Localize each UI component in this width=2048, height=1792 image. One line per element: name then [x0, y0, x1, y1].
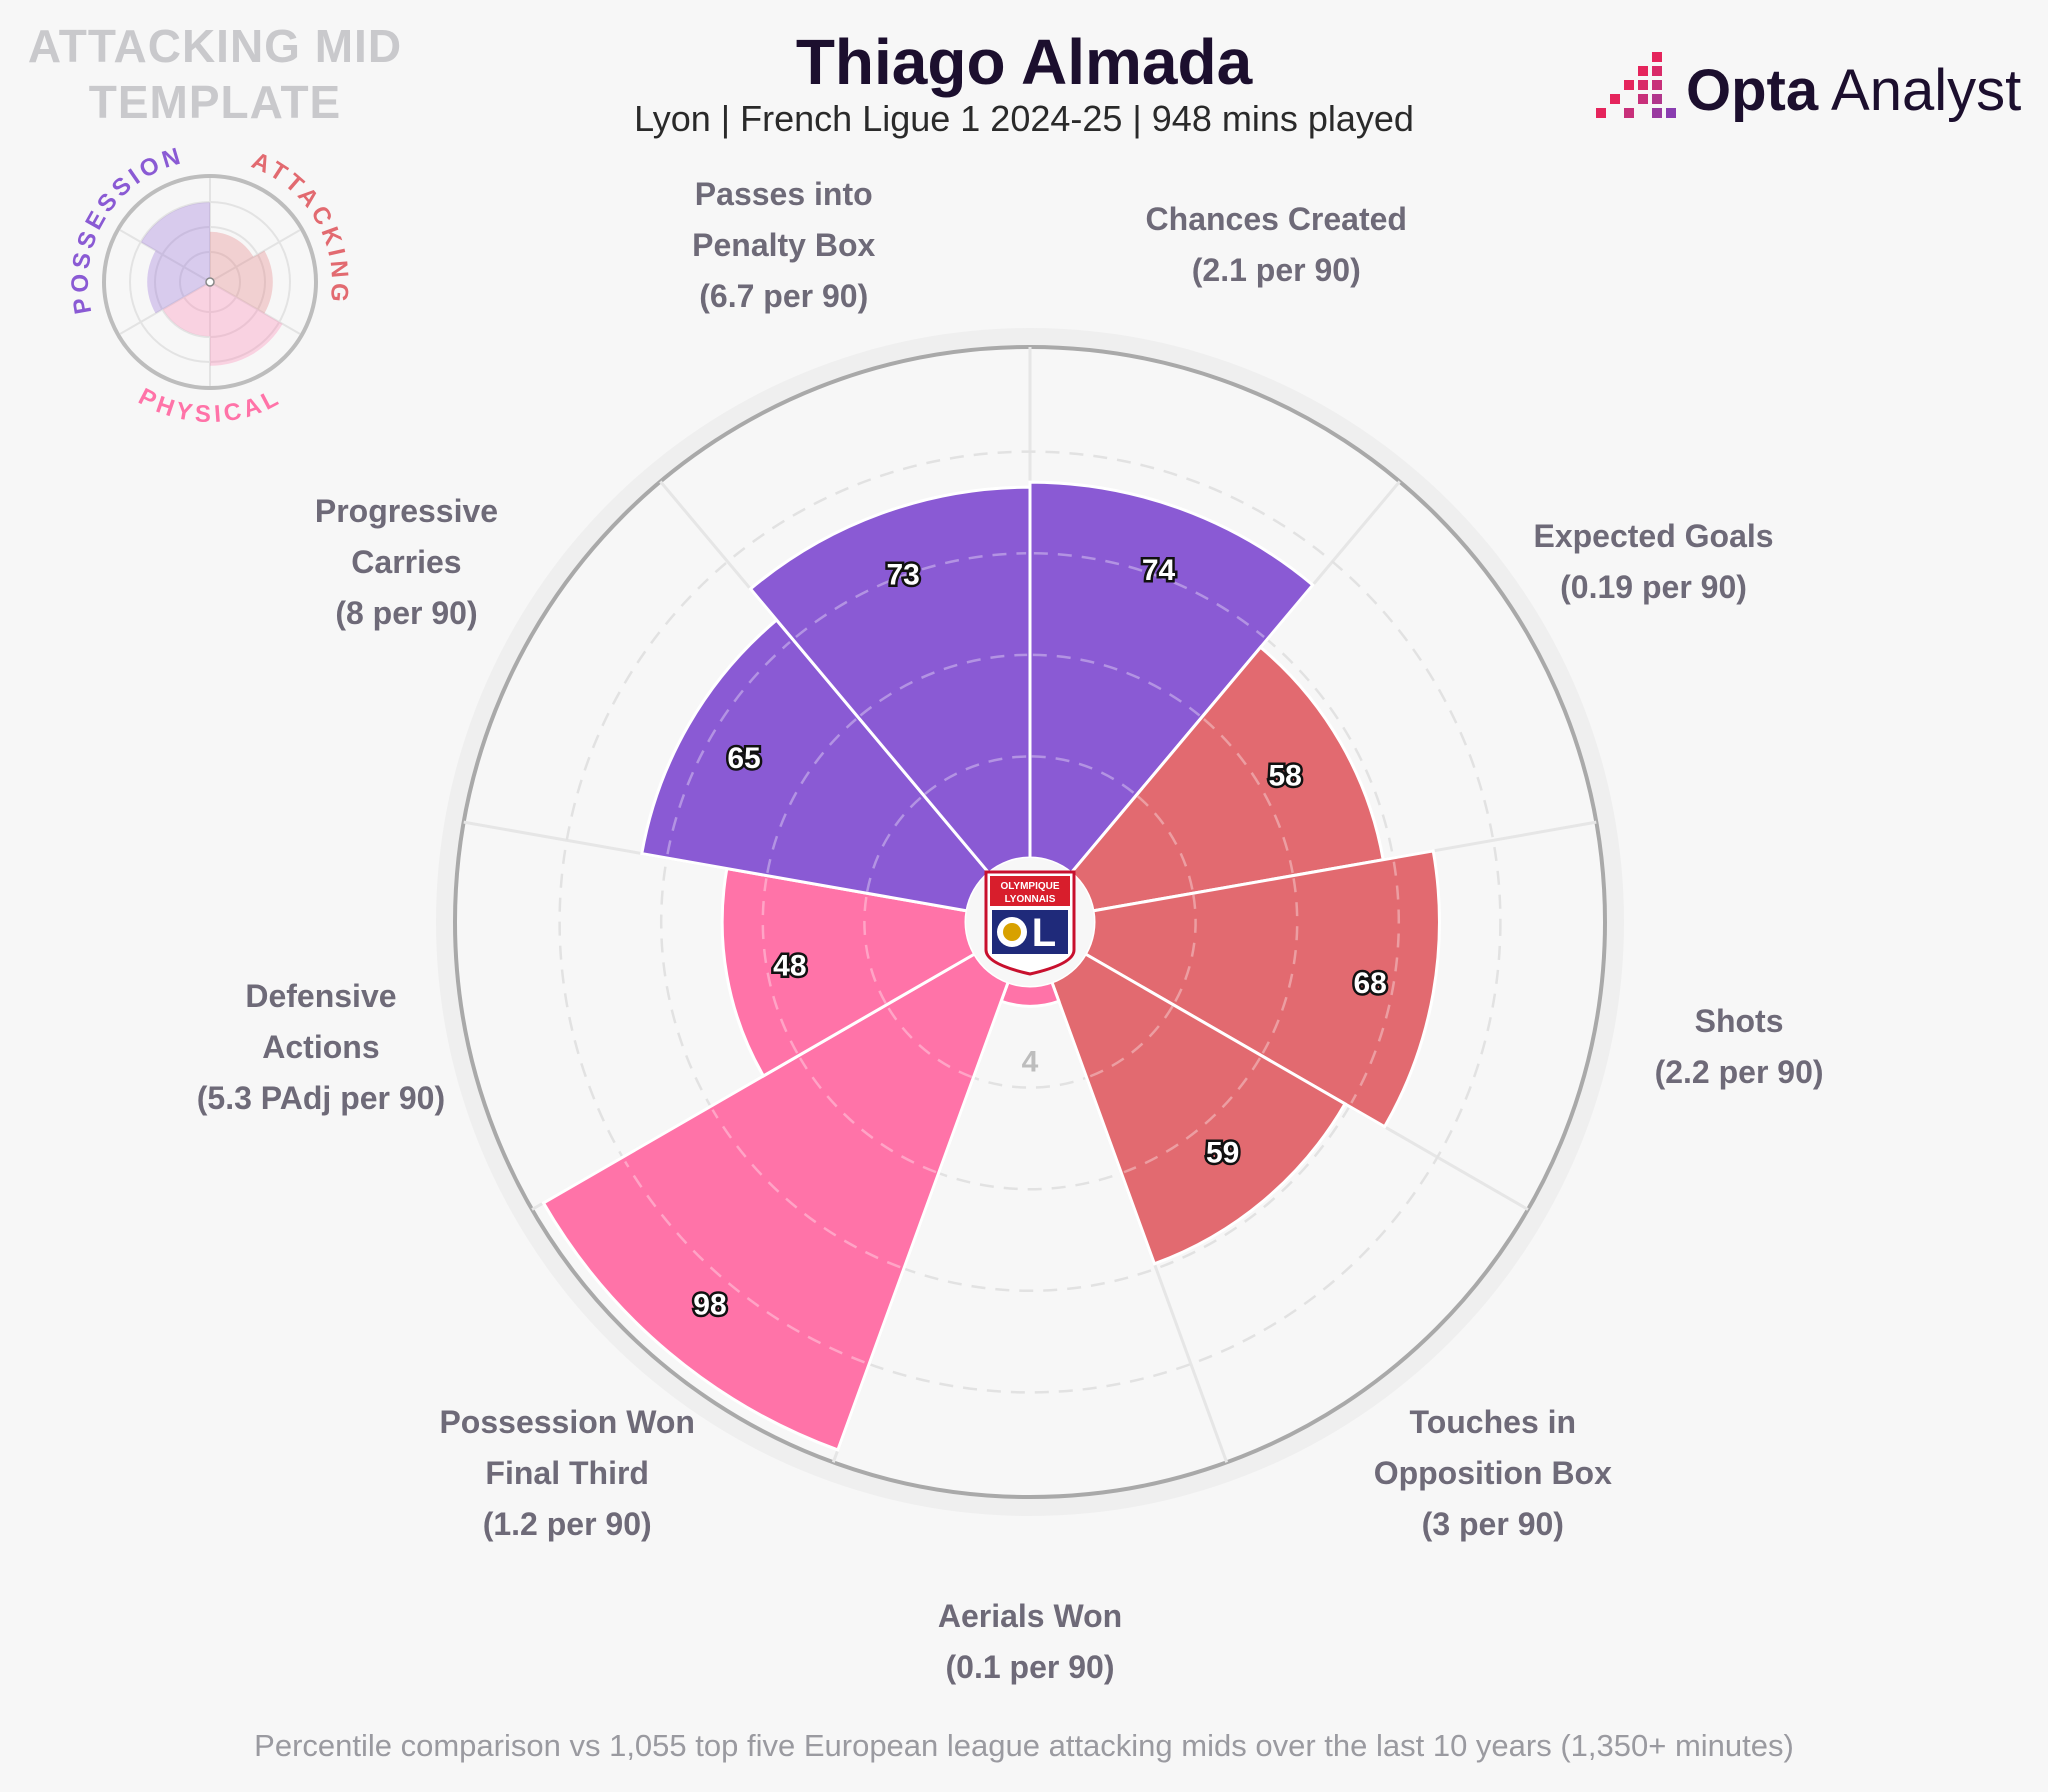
bar-ring-overlay	[624, 551, 1401, 1364]
template-title: ATTACKING MID TEMPLATE	[0, 18, 430, 130]
metric-label: Possession Won Final Third (1.2 per 90)	[357, 1397, 777, 1550]
value-label: 68	[1354, 967, 1387, 1000]
metric-label-line: Final Third	[485, 1455, 649, 1492]
brand-name-light: Analyst	[1831, 58, 2022, 123]
metric-label: Progressive Carries (8 per 90)	[196, 486, 616, 639]
brand-name-bold: Opta	[1686, 58, 1819, 123]
bar-grid-ring	[666, 641, 791, 855]
badge-top	[990, 876, 1070, 906]
metric-label-line: (2.2 per 90)	[1654, 1054, 1824, 1091]
mini-bar	[162, 284, 210, 337]
value-label: 4	[1022, 1045, 1039, 1078]
metric-label: Defensive Actions (5.3 PAdj per 90)	[111, 971, 531, 1124]
bar-grid-ring	[795, 551, 1027, 638]
metric-label-line: Actions	[262, 1028, 380, 1065]
mini-center	[205, 277, 215, 287]
metric-label-line: Aerials Won	[937, 1598, 1123, 1634]
template-title-line-1: ATTACKING MID	[27, 20, 403, 72]
metric-label: Passes into Penalty Box (6.7 per 90)	[574, 169, 994, 322]
bar-grid-ring	[1350, 861, 1401, 1104]
metric-label-line: Penalty Box	[692, 226, 876, 263]
mini-grid-ring	[129, 201, 291, 363]
value-label: 59	[1206, 1137, 1239, 1170]
metric-label: Chances Created (2.1 per 90)	[1066, 194, 1486, 296]
mini-bar	[141, 202, 210, 280]
mini-bar	[210, 231, 254, 280]
metric-label-line: Possession Won	[439, 1404, 695, 1441]
mini-bar	[210, 284, 283, 366]
mini-bar	[147, 250, 207, 314]
mini-grid-ring	[154, 226, 266, 338]
bar-grid-ring	[711, 1109, 901, 1269]
mini-spoke	[119, 229, 211, 283]
value-label: 65	[727, 742, 760, 775]
metric-label-line: (5.3 PAdj per 90)	[196, 1079, 446, 1116]
metric-label-line: (1.2 per 90)	[482, 1506, 652, 1543]
bar-attacking	[1083, 849, 1441, 1129]
metric-label: Aerials Won (0.1 per 90)	[820, 1591, 1240, 1693]
mini-spoke	[209, 229, 301, 283]
metric-label-line: (0.1 per 90)	[945, 1649, 1115, 1685]
badge-lion-icon	[1003, 923, 1021, 941]
value-label: 58	[1268, 760, 1301, 793]
mini-spoke	[209, 281, 301, 335]
brand-name: Opta Analyst	[1686, 56, 2021, 126]
metric-label-line: Carries	[351, 543, 462, 580]
value-label: 74	[1142, 554, 1176, 587]
metric-label-line: Touches in	[1409, 1404, 1577, 1441]
metric-label-line: Chances Created	[1145, 201, 1407, 238]
metric-label-line: Expected Goals	[1533, 518, 1774, 554]
mini-grid-ring	[179, 251, 241, 313]
bar-grid-ring	[863, 894, 887, 1004]
grid-ring	[558, 450, 1502, 1394]
metric-label-line: Shots	[1694, 1003, 1784, 1040]
value-label: 98	[693, 1288, 726, 1321]
bar-grid-ring	[865, 795, 924, 892]
metric-label: Shots (2.2 per 90)	[1529, 996, 1949, 1098]
opta-logo-icon	[1596, 52, 1676, 118]
badge-initials: L	[1032, 911, 1056, 955]
club-badge: OLYMPIQUE LYONNAIS L	[984, 870, 1076, 976]
metric-label-line: Defensive	[245, 977, 397, 1014]
bar-grid-ring	[1087, 1005, 1174, 1079]
metric-label-line: (0.19 per 90)	[1560, 569, 1747, 605]
footnote: Percentile comparison vs 1,055 top five …	[254, 1728, 1794, 1763]
bar-grid-ring	[1136, 795, 1194, 892]
value-label: 73	[886, 559, 919, 592]
metric-label-line: (2.1 per 90)	[1191, 252, 1361, 289]
chart-subtitle: Lyon | French Ligue 1 2024-25 | 948 mins…	[634, 98, 1414, 139]
bar-grid-ring	[886, 1005, 973, 1079]
bar-grid-ring	[1031, 755, 1136, 796]
bar-grid-ring	[924, 755, 1029, 796]
value-label: 48	[773, 949, 806, 982]
metric-label: Touches in Opposition Box (3 per 90)	[1283, 1397, 1703, 1550]
bar-grid-ring	[1033, 551, 1265, 638]
metric-label-line: Passes into	[694, 175, 873, 212]
mini-bar	[213, 250, 273, 314]
badge-line2: LYONNAIS	[1005, 894, 1056, 905]
mini-spoke	[119, 281, 211, 335]
metric-label-line: Progressive	[314, 492, 499, 529]
metric-label-line: (6.7 per 90)	[699, 277, 869, 314]
metric-label-line: (3 per 90)	[1421, 1506, 1564, 1543]
metric-label: Expected Goals (0.19 per 90)	[1444, 511, 1864, 613]
badge-line1: OLYMPIQUE	[1000, 881, 1059, 892]
metric-label-line: Opposition Box	[1373, 1455, 1612, 1492]
template-title-line-2: TEMPLATE	[88, 76, 342, 128]
bar-grid-ring	[624, 1160, 865, 1364]
bar-grid-ring	[1173, 894, 1197, 1004]
metric-label-line: (8 per 90)	[335, 594, 478, 631]
player-name: Thiago Almada	[795, 26, 1253, 98]
